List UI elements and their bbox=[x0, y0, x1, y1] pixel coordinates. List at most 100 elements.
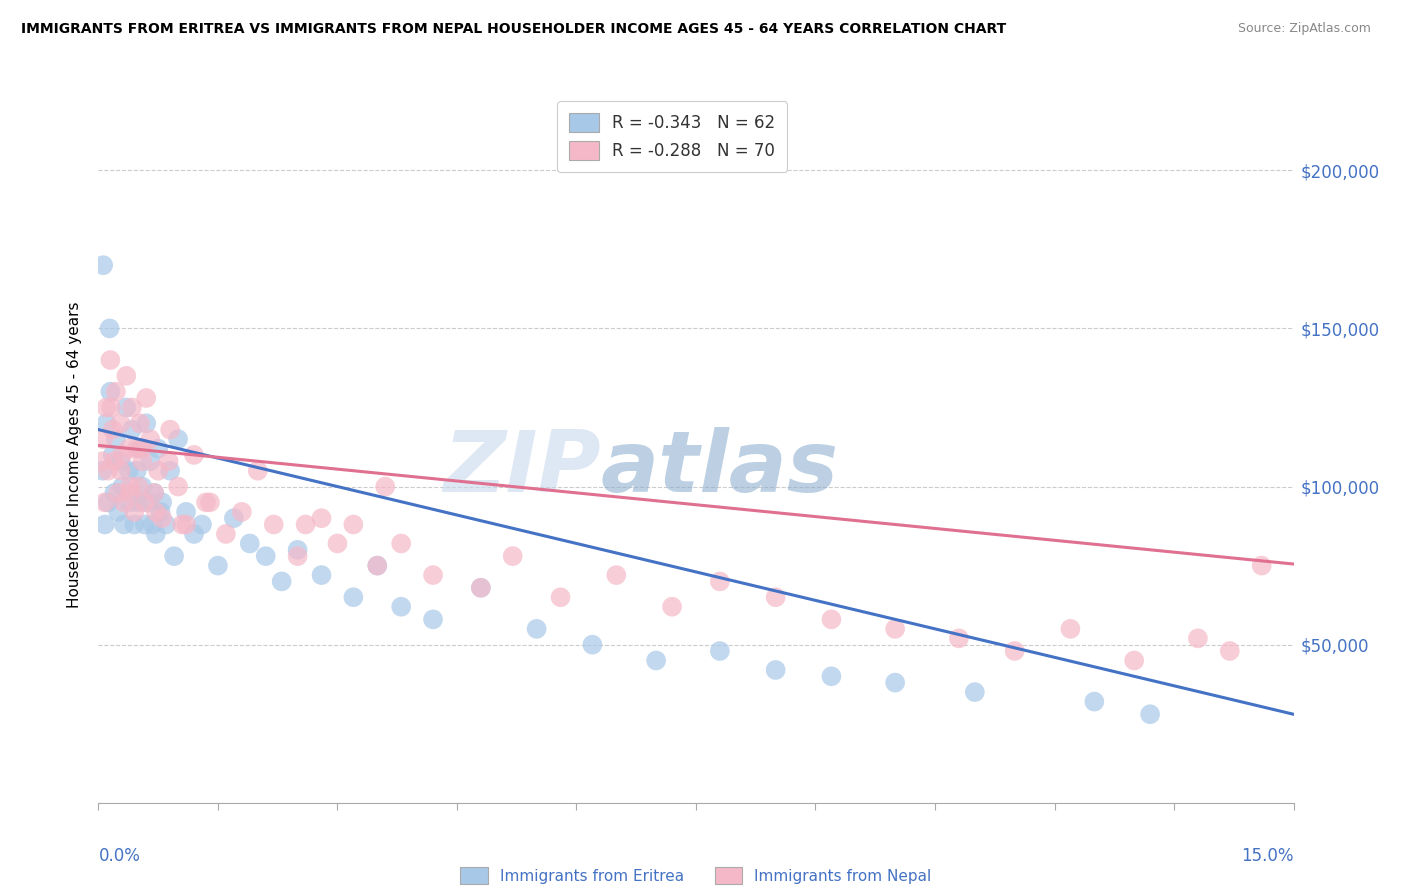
Point bbox=[422, 612, 444, 626]
Point bbox=[143, 486, 166, 500]
Point bbox=[136, 495, 159, 509]
Point bbox=[645, 653, 668, 667]
Point bbox=[110, 464, 132, 478]
Point bbox=[502, 549, 524, 563]
Point bbox=[111, 448, 134, 462]
Point bbox=[127, 479, 149, 493]
Point bbox=[884, 622, 907, 636]
Point bbox=[91, 258, 114, 272]
Point bbox=[115, 368, 138, 383]
Point bbox=[127, 495, 149, 509]
Point bbox=[131, 454, 153, 468]
Point bbox=[1123, 653, 1146, 667]
Point bbox=[125, 442, 148, 456]
Point bbox=[121, 423, 143, 437]
Point bbox=[167, 432, 190, 446]
Point bbox=[104, 384, 127, 399]
Point bbox=[103, 454, 125, 468]
Point bbox=[207, 558, 229, 573]
Point bbox=[134, 517, 156, 532]
Text: 15.0%: 15.0% bbox=[1241, 847, 1294, 865]
Point bbox=[709, 644, 731, 658]
Point bbox=[128, 442, 150, 456]
Point bbox=[118, 464, 141, 478]
Point bbox=[884, 675, 907, 690]
Point bbox=[1004, 644, 1026, 658]
Point bbox=[172, 517, 194, 532]
Point bbox=[765, 591, 787, 605]
Point bbox=[287, 542, 309, 557]
Point bbox=[98, 321, 121, 335]
Point bbox=[101, 448, 124, 462]
Point bbox=[107, 486, 129, 500]
Point bbox=[131, 442, 153, 456]
Point bbox=[231, 505, 253, 519]
Point bbox=[142, 517, 165, 532]
Point bbox=[150, 511, 173, 525]
Point bbox=[143, 486, 166, 500]
Point bbox=[100, 401, 122, 415]
Point bbox=[222, 511, 245, 525]
Point bbox=[145, 527, 167, 541]
Point bbox=[121, 401, 143, 415]
Point bbox=[366, 558, 388, 573]
Point bbox=[128, 417, 150, 431]
Point bbox=[163, 549, 186, 563]
Point bbox=[112, 495, 135, 509]
Point bbox=[948, 632, 970, 646]
Point bbox=[96, 417, 118, 431]
Point bbox=[149, 505, 172, 519]
Point bbox=[198, 495, 221, 509]
Point bbox=[97, 495, 120, 509]
Point bbox=[124, 517, 146, 532]
Text: 0.0%: 0.0% bbox=[98, 847, 141, 865]
Point bbox=[661, 599, 683, 614]
Point bbox=[183, 448, 205, 462]
Point bbox=[110, 454, 132, 468]
Point bbox=[98, 384, 122, 399]
Point bbox=[294, 517, 316, 532]
Point bbox=[605, 568, 627, 582]
Point bbox=[215, 527, 238, 541]
Point bbox=[550, 591, 572, 605]
Point bbox=[326, 536, 349, 550]
Point bbox=[94, 517, 117, 532]
Point bbox=[150, 495, 173, 509]
Point bbox=[765, 663, 787, 677]
Point bbox=[97, 464, 120, 478]
Point bbox=[1059, 622, 1081, 636]
Point bbox=[145, 505, 167, 519]
Point bbox=[470, 581, 492, 595]
Point bbox=[1187, 632, 1209, 646]
Point bbox=[422, 568, 444, 582]
Point bbox=[120, 486, 142, 500]
Point bbox=[195, 495, 218, 509]
Text: Source: ZipAtlas.com: Source: ZipAtlas.com bbox=[1237, 22, 1371, 36]
Point bbox=[174, 517, 197, 532]
Point bbox=[389, 599, 412, 614]
Point bbox=[366, 558, 388, 573]
Point bbox=[135, 391, 157, 405]
Point bbox=[131, 479, 153, 493]
Point bbox=[191, 517, 214, 532]
Point bbox=[287, 549, 309, 563]
Point bbox=[155, 517, 177, 532]
Point bbox=[342, 517, 364, 532]
Point bbox=[254, 549, 277, 563]
Point bbox=[581, 638, 603, 652]
Point bbox=[148, 442, 170, 456]
Point bbox=[1139, 707, 1161, 722]
Point bbox=[526, 622, 548, 636]
Point bbox=[107, 505, 129, 519]
Point bbox=[342, 591, 364, 605]
Point bbox=[111, 479, 134, 493]
Point bbox=[820, 612, 842, 626]
Point bbox=[1250, 558, 1272, 573]
Point bbox=[112, 517, 135, 532]
Point bbox=[139, 454, 162, 468]
Point bbox=[120, 495, 142, 509]
Text: IMMIGRANTS FROM ERITREA VS IMMIGRANTS FROM NEPAL HOUSEHOLDER INCOME AGES 45 - 64: IMMIGRANTS FROM ERITREA VS IMMIGRANTS FR… bbox=[21, 22, 1007, 37]
Point bbox=[239, 536, 262, 550]
Point bbox=[96, 401, 118, 415]
Point bbox=[246, 464, 269, 478]
